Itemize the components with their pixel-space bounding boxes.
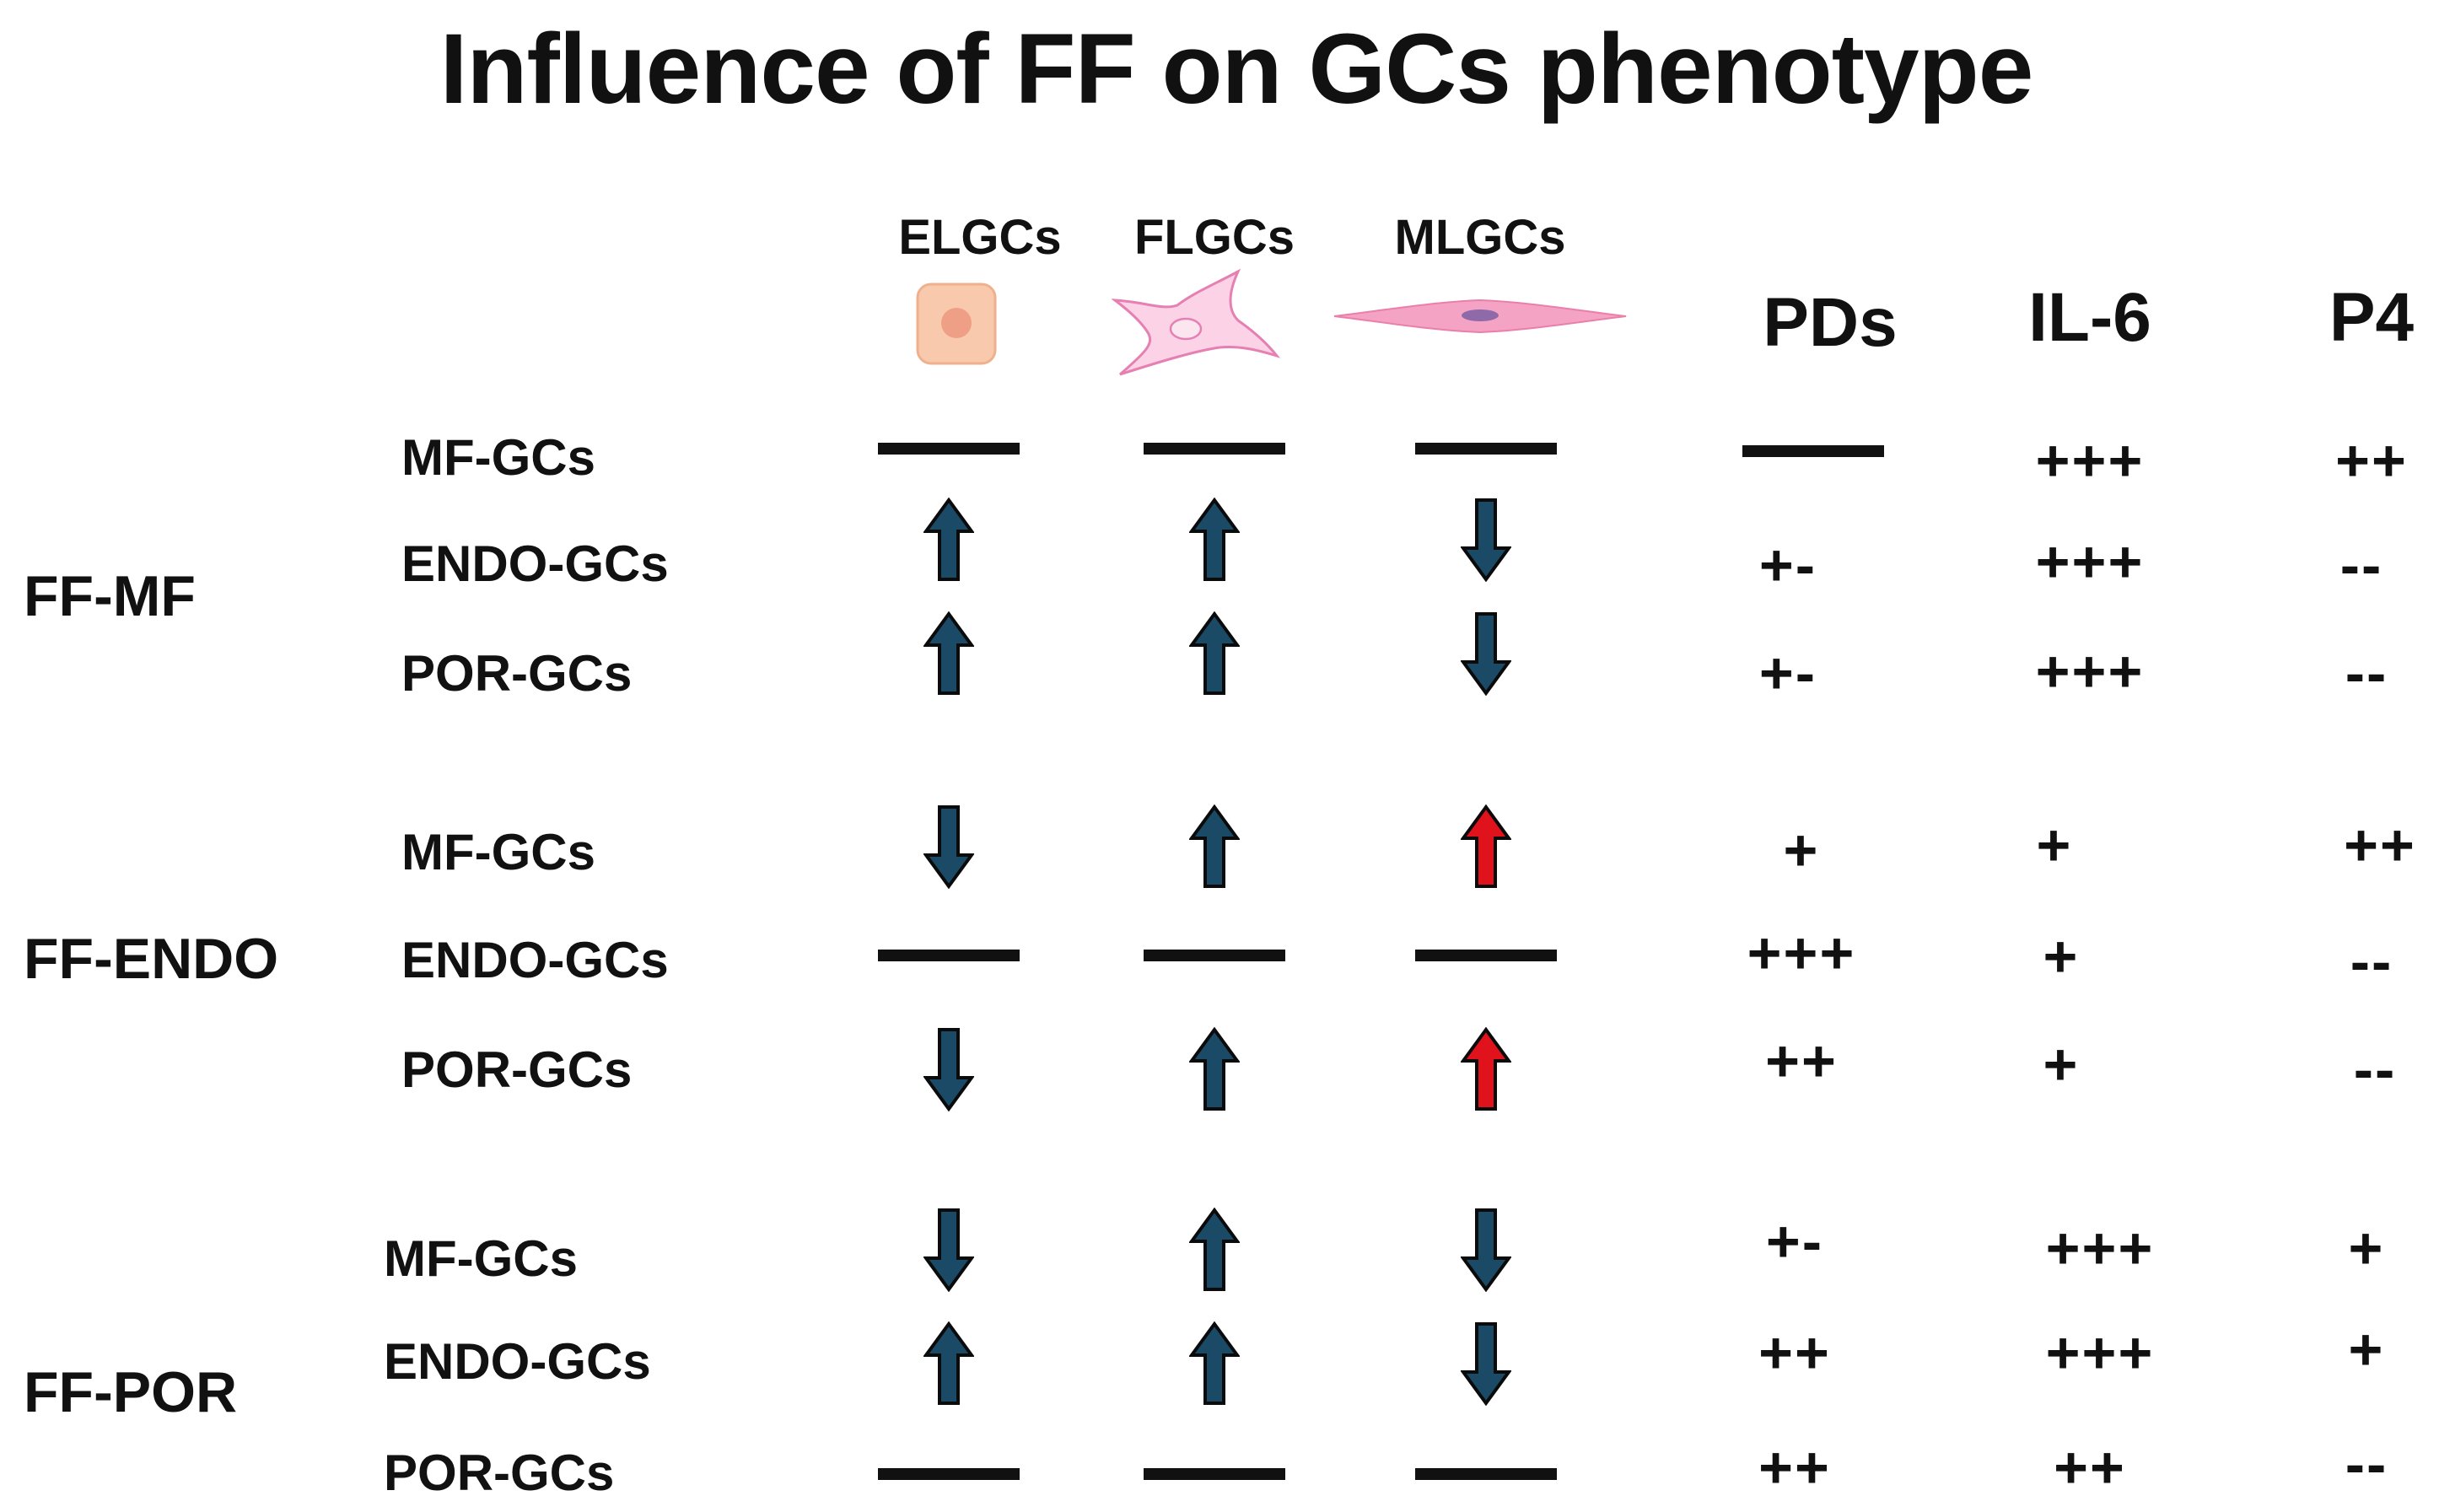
row-label-ff-endo-mf-gcs: MF-GCs	[401, 824, 595, 880]
value-ff-por-por-gcs-p4: --	[2345, 1431, 2388, 1497]
value-ff-endo-mf-gcs-il6: +	[2036, 812, 2073, 878]
indicator-ff-por-mf-gcs-flgcs-up-arrow-icon	[1189, 1208, 1240, 1291]
col-label-il6: IL-6	[2028, 279, 2151, 356]
fibroblast-like-cell-icon	[1112, 268, 1280, 376]
muscle-like-cell-icon	[1333, 299, 1627, 334]
indicator-ff-mf-endo-gcs-elgcs-up-arrow-icon	[923, 498, 974, 581]
col-label-flgcs: FLGCs	[1133, 210, 1295, 265]
value-ff-endo-por-gcs-il6: +	[2043, 1031, 2080, 1097]
value-ff-endo-por-gcs-p4: --	[2353, 1036, 2397, 1102]
value-ff-mf-endo-gcs-pds: +-	[1758, 532, 1817, 598]
value-ff-endo-mf-gcs-pds: +	[1783, 817, 1820, 883]
value-ff-mf-mf-gcs-pds	[1742, 420, 1884, 457]
row-label-ff-endo-endo-gcs: ENDO-GCs	[401, 932, 669, 988]
value-ff-por-endo-gcs-il6: +++	[2045, 1320, 2155, 1386]
indicator-ff-endo-mf-gcs-mlgcs-up-arrow-icon	[1461, 804, 1511, 888]
value-ff-mf-mf-gcs-p4: ++	[2335, 428, 2408, 493]
indicator-ff-por-endo-gcs-mlgcs-down-arrow-icon	[1461, 1322, 1511, 1406]
indicator-ff-mf-endo-gcs-mlgcs-down-arrow-icon	[1461, 498, 1511, 582]
row-label-ff-por-mf-gcs: MF-GCs	[384, 1230, 578, 1287]
value-ff-por-por-gcs-il6: ++	[2054, 1434, 2126, 1500]
value-ff-mf-por-gcs-p4: --	[2345, 640, 2388, 706]
value-ff-endo-endo-gcs-pds: +++	[1747, 920, 1856, 986]
value-ff-mf-por-gcs-pds: +-	[1758, 640, 1817, 706]
value-ff-mf-endo-gcs-il6: +++	[2035, 529, 2145, 595]
value-ff-endo-por-gcs-pds: ++	[1765, 1028, 1838, 1094]
value-ff-mf-endo-gcs-p4: --	[2339, 532, 2383, 598]
value-ff-mf-por-gcs-il6: +++	[2035, 638, 2145, 704]
figure-title: Influence of FF on GCs phenotype	[439, 13, 2034, 125]
value-ff-por-mf-gcs-pds: +-	[1765, 1208, 1824, 1274]
value-ff-endo-mf-gcs-p4: ++	[2344, 812, 2416, 878]
row-label-ff-mf-endo-gcs: ENDO-GCs	[401, 535, 669, 592]
indicator-ff-mf-mf-gcs-flgcs-dash	[1144, 443, 1285, 455]
indicator-ff-mf-endo-gcs-flgcs-up-arrow-icon	[1189, 498, 1240, 581]
col-label-mlgcs: MLGCs	[1394, 210, 1566, 265]
epithelial-like-cell-icon	[916, 282, 997, 365]
group-label-ff-mf: FF-MF	[24, 564, 196, 628]
group-label-ff-por: FF-POR	[24, 1360, 238, 1424]
indicator-ff-mf-por-gcs-flgcs-up-arrow-icon	[1189, 611, 1240, 695]
indicator-ff-por-endo-gcs-elgcs-up-arrow-icon	[923, 1321, 974, 1405]
col-label-elgcs: ELGCs	[898, 210, 1062, 265]
indicator-ff-endo-endo-gcs-mlgcs-dash	[1415, 950, 1557, 961]
indicator-ff-por-por-gcs-flgcs-dash	[1144, 1468, 1285, 1480]
indicator-ff-mf-mf-gcs-mlgcs-dash	[1415, 443, 1557, 455]
indicator-ff-mf-por-gcs-elgcs-up-arrow-icon	[923, 611, 974, 695]
value-ff-endo-endo-gcs-p4: --	[2350, 928, 2393, 994]
col-label-pds: PDs	[1763, 284, 1898, 361]
value-ff-por-mf-gcs-p4: +	[2348, 1215, 2385, 1281]
col-label-p4: P4	[2329, 279, 2415, 356]
indicator-ff-mf-por-gcs-mlgcs-down-arrow-icon	[1461, 612, 1511, 696]
indicator-ff-endo-por-gcs-mlgcs-up-arrow-icon	[1461, 1027, 1511, 1111]
indicator-ff-por-mf-gcs-elgcs-down-arrow-icon	[923, 1208, 974, 1292]
value-ff-mf-mf-gcs-il6: +++	[2035, 428, 2145, 493]
indicator-ff-endo-endo-gcs-flgcs-dash	[1144, 950, 1285, 961]
indicator-ff-por-mf-gcs-mlgcs-down-arrow-icon	[1461, 1208, 1511, 1292]
indicator-ff-mf-mf-gcs-elgcs-dash	[878, 443, 1020, 455]
indicator-ff-endo-endo-gcs-elgcs-dash	[878, 950, 1020, 961]
value-ff-por-endo-gcs-pds: ++	[1758, 1320, 1831, 1386]
row-label-ff-por-endo-gcs: ENDO-GCs	[384, 1333, 651, 1390]
indicator-ff-endo-por-gcs-flgcs-up-arrow-icon	[1189, 1027, 1240, 1111]
indicator-ff-endo-mf-gcs-flgcs-up-arrow-icon	[1189, 804, 1240, 888]
value-ff-por-mf-gcs-il6: +++	[2045, 1215, 2155, 1281]
value-ff-por-por-gcs-pds: ++	[1758, 1434, 1831, 1500]
value-ff-endo-endo-gcs-il6: +	[2043, 923, 2080, 989]
indicator-ff-endo-mf-gcs-elgcs-down-arrow-icon	[923, 805, 974, 889]
row-label-ff-endo-por-gcs: POR-GCs	[401, 1041, 633, 1098]
row-label-ff-por-por-gcs: POR-GCs	[384, 1445, 615, 1501]
indicator-ff-por-por-gcs-elgcs-dash	[878, 1468, 1020, 1480]
indicator-ff-endo-por-gcs-elgcs-down-arrow-icon	[923, 1028, 974, 1111]
indicator-ff-por-endo-gcs-flgcs-up-arrow-icon	[1189, 1321, 1240, 1405]
row-label-ff-mf-por-gcs: POR-GCs	[401, 645, 633, 702]
indicator-ff-por-por-gcs-mlgcs-dash	[1415, 1468, 1557, 1480]
row-label-ff-mf-mf-gcs: MF-GCs	[401, 429, 595, 486]
group-label-ff-endo: FF-ENDO	[24, 927, 279, 991]
value-ff-por-endo-gcs-p4: +	[2348, 1316, 2385, 1382]
